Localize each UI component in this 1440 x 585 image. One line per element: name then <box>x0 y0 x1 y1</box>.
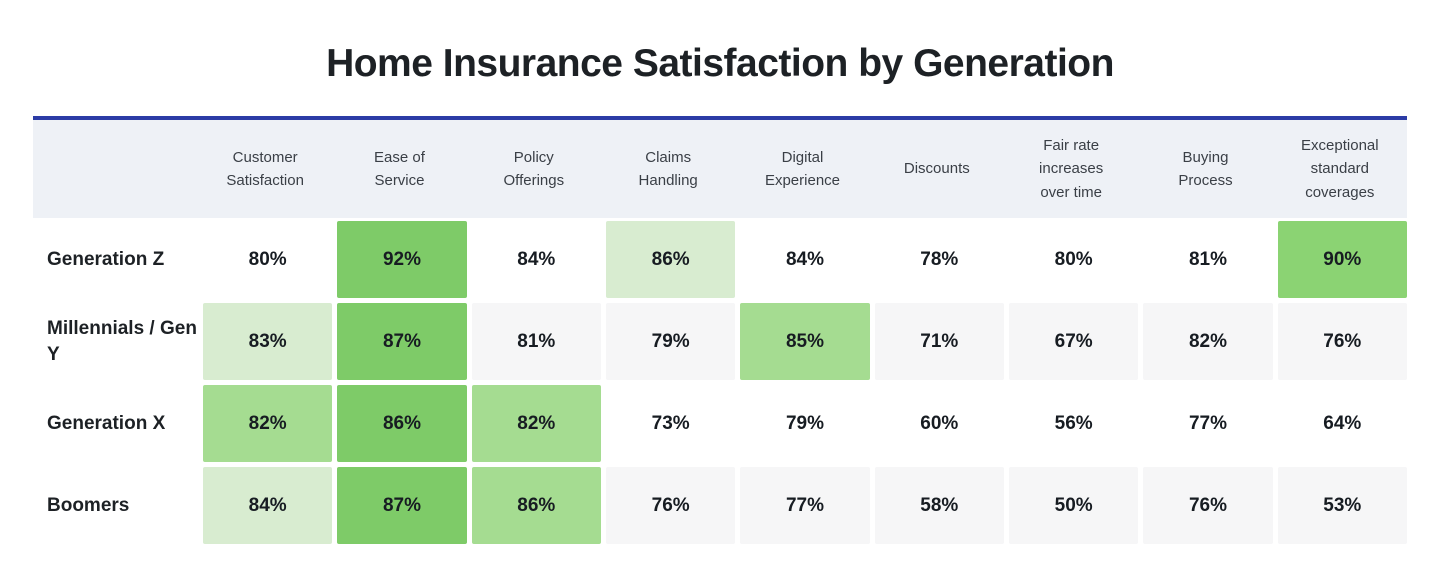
table-cell: 53% <box>1277 467 1407 544</box>
table-cell: 81% <box>471 303 601 380</box>
column-header: Ease of Service <box>332 146 466 193</box>
row-label: Boomers <box>33 467 198 544</box>
column-header-label: Buying Process <box>1178 148 1233 189</box>
column-header: Digital Experience <box>735 146 869 193</box>
table-cell: 86% <box>605 221 736 298</box>
table-cell: 80% <box>1008 221 1139 298</box>
table-cell: 81% <box>1143 221 1273 298</box>
column-header: Claims Handling <box>601 146 735 193</box>
table-cell: 56% <box>1008 385 1139 462</box>
table-cell: 86% <box>471 467 601 544</box>
column-header-label: Discounts <box>903 160 970 178</box>
table-cell: 82% <box>471 385 601 462</box>
table-cell: 50% <box>1008 467 1139 544</box>
column-header: Customer Satisfaction <box>198 146 332 193</box>
table-cell: 82% <box>1143 303 1273 380</box>
column-header: Discounts <box>870 157 1004 180</box>
table-cell: 78% <box>874 221 1004 298</box>
row-label: Generation Z <box>33 221 198 298</box>
row-label: Generation X <box>33 385 198 462</box>
table-cell: 87% <box>337 467 467 544</box>
table-row: Millennials / Gen Y 83% 87% 81% 79% 85% 71% 67%… <box>33 303 1407 380</box>
table-cell: 87% <box>337 303 467 380</box>
column-header: Policy Offerings <box>467 146 601 193</box>
column-header-label: Ease of Service <box>374 148 425 189</box>
table-cell: 76% <box>605 467 736 544</box>
table-cell: 86% <box>337 385 467 462</box>
table-cell: 76% <box>1277 303 1407 380</box>
table-cell: 79% <box>740 385 870 462</box>
table-cell: 84% <box>740 221 870 298</box>
table-cell: 60% <box>874 385 1004 462</box>
column-header-label: Policy Offerings <box>503 148 565 189</box>
table-cell: 79% <box>605 303 736 380</box>
table-cell: 71% <box>874 303 1004 380</box>
table-cell: 77% <box>1143 385 1273 462</box>
column-header: Buying Process <box>1138 146 1272 193</box>
table-row: Generation X 82% 86% 82% 73% 79% 60% 56% 77% 64% <box>33 385 1407 462</box>
column-header: Exceptional standard coverages <box>1273 134 1407 204</box>
table-cell: 77% <box>740 467 870 544</box>
row-label: Millennials / Gen Y <box>33 303 198 380</box>
table-cell: 67% <box>1008 303 1139 380</box>
table-cell: 82% <box>203 385 333 462</box>
table-cell: 76% <box>1143 467 1273 544</box>
column-header-label: Digital Experience <box>764 148 840 189</box>
column-header-label: Customer Satisfaction <box>226 148 304 189</box>
table-row: Generation Z 80% 92% 84% 86% 84% 78% 80% 81% 90% <box>33 221 1407 298</box>
table-cell: 85% <box>740 303 870 380</box>
column-header-label: Exceptional standard coverages <box>1301 137 1379 201</box>
table-cell: 64% <box>1277 385 1407 462</box>
table-cell: 58% <box>874 467 1004 544</box>
table-row: Boomers 84% 87% 86% 76% 77% 58% 50% 76% 53% <box>33 467 1407 544</box>
satisfaction-table: Customer Satisfaction Ease of Service Poli… <box>33 116 1407 544</box>
header-row: Customer Satisfaction Ease of Service Poli… <box>33 116 1407 218</box>
table-cell: 90% <box>1277 221 1407 298</box>
column-header-label: Claims Handling <box>638 148 698 189</box>
table-cell: 84% <box>471 221 601 298</box>
table-cell: 84% <box>203 467 333 544</box>
table-cell: 92% <box>337 221 467 298</box>
chart-title: Home Insurance Satisfaction by Generatio… <box>326 42 1114 85</box>
column-header: Fair rate increases over time <box>1004 134 1138 204</box>
table-cell: 80% <box>203 221 333 298</box>
table-cell: 83% <box>203 303 333 380</box>
column-header-label: Fair rate increases over time <box>1039 137 1104 201</box>
table-body: Generation Z 80% 92% 84% 86% 84% 78% 80% 81% 90% M… <box>33 218 1407 544</box>
table-cell: 73% <box>605 385 736 462</box>
